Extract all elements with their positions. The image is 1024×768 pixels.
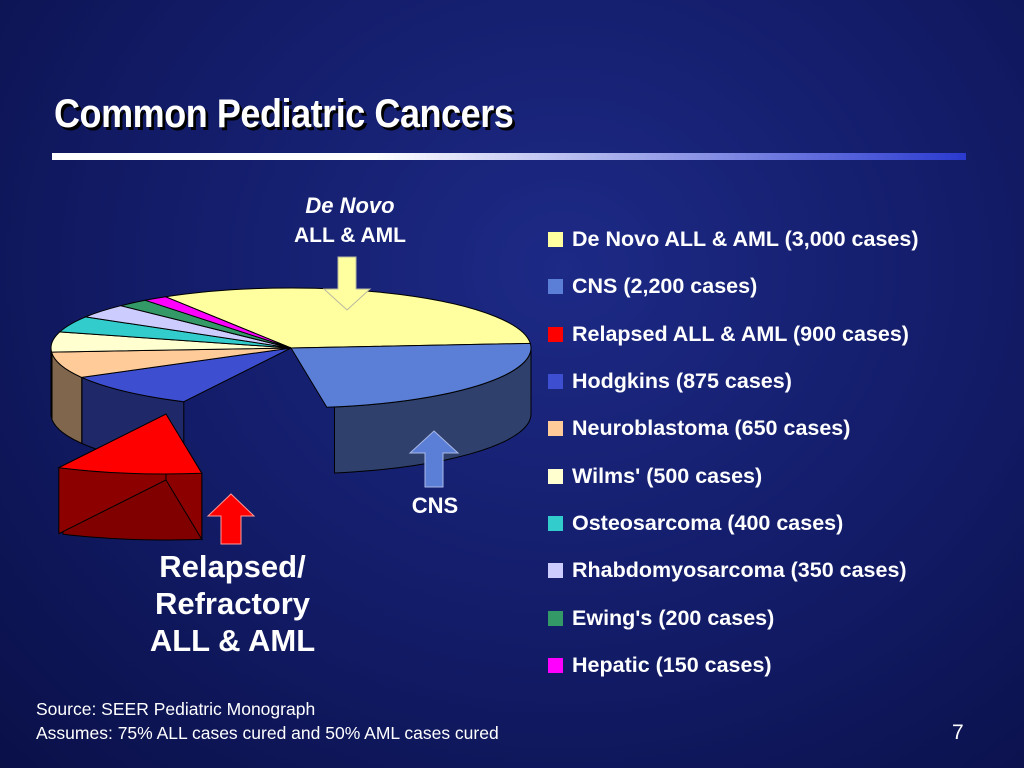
- arrow-up-icon: [408, 430, 460, 488]
- slide-title: Common Pediatric Cancers: [54, 92, 514, 136]
- arrow-up-icon: [206, 493, 256, 545]
- source-note: Source: SEER Pediatric Monograph: [36, 699, 316, 719]
- denovo-callout-label: De Novo: [305, 193, 395, 218]
- pie-slice: [50, 347, 292, 378]
- legend-label: Hepatic (150 cases): [572, 652, 772, 677]
- legend-item: Hodgkins (875 cases): [548, 358, 919, 405]
- legend-item: Neuroblastoma (650 cases): [548, 405, 919, 452]
- relapsed-callout: Relapsed/ Refractory ALL & AML: [120, 548, 345, 659]
- legend-swatch: [548, 326, 563, 342]
- legend-item: CNS (2,200 cases): [548, 263, 919, 310]
- pie-slice: [143, 296, 292, 349]
- legend-label: Relapsed ALL & AML (900 cases): [572, 321, 909, 346]
- legend-item: Relapsed ALL & AML (900 cases): [548, 311, 919, 358]
- cns-callout-label: CNS: [411, 493, 459, 518]
- legend-swatch: [548, 232, 563, 248]
- legend-swatch: [548, 657, 563, 673]
- legend-swatch: [548, 421, 563, 437]
- title-underline: [52, 153, 966, 160]
- legend-swatch: [548, 563, 563, 579]
- pie-slice: [290, 342, 532, 408]
- legend-item: Hepatic (150 cases): [548, 642, 919, 689]
- arrow-down-icon: [322, 256, 372, 311]
- legend-item: Wilms' (500 cases): [548, 452, 919, 499]
- relapsed-callout-line: ALL & AML: [149, 623, 316, 658]
- chart-legend: De Novo ALL & AML (3,000 cases) CNS (2,20…: [548, 216, 919, 689]
- relapsed-callout-line: Relapsed/: [159, 549, 306, 584]
- legend-swatch: [548, 610, 563, 626]
- legend-label: CNS (2,200 cases): [572, 274, 758, 299]
- legend-label: Wilms' (500 cases): [572, 463, 763, 488]
- legend-label: Hodgkins (875 cases): [572, 369, 792, 394]
- legend-label: Osteosarcoma (400 cases): [572, 510, 844, 535]
- denovo-callout-sublabel: ALL & AML: [294, 224, 406, 247]
- pie-slice-side: [50, 347, 53, 419]
- legend-item: Osteosarcoma (400 cases): [548, 500, 919, 547]
- page-number: 7: [952, 721, 964, 744]
- assumption-note: Assumes: 75% ALL cases cured and 50% AML…: [36, 723, 499, 743]
- pie-slice: [163, 287, 531, 349]
- legend-item: De Novo ALL & AML (3,000 cases): [548, 216, 919, 263]
- legend-label: Ewing's (200 cases): [572, 605, 775, 630]
- legend-swatch: [548, 279, 563, 295]
- legend-swatch: [548, 515, 563, 531]
- legend-item: Rhabdomyosarcoma (350 cases): [548, 547, 919, 594]
- legend-label: Rhabdomyosarcoma (350 cases): [572, 558, 907, 583]
- pie-tops: [50, 287, 532, 475]
- pie-slice: [57, 413, 203, 475]
- legend-label: De Novo ALL & AML (3,000 cases): [572, 227, 919, 252]
- legend-label: Neuroblastoma (650 cases): [572, 416, 851, 441]
- relapsed-callout-line: Refractory: [154, 586, 311, 621]
- pie-slice: [79, 347, 292, 403]
- legend-swatch: [548, 468, 563, 484]
- legend-item: Ewing's (200 cases): [548, 594, 919, 641]
- callout-arrows: [206, 256, 460, 545]
- legend-swatch: [548, 374, 563, 390]
